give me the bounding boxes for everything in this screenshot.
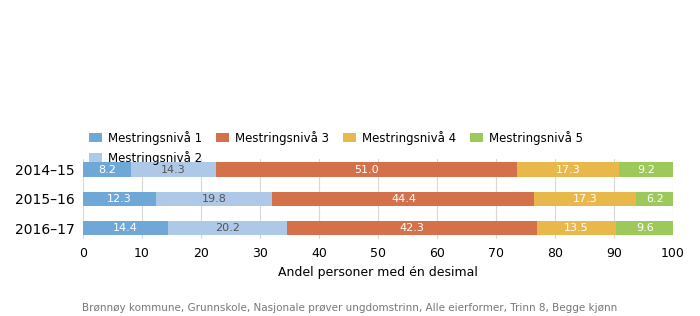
Text: 19.8: 19.8 [202,194,227,204]
Text: 42.3: 42.3 [400,223,424,233]
Text: 14.4: 14.4 [113,223,138,233]
Bar [83,162,132,177]
Text: 17.3: 17.3 [555,165,580,175]
Bar [636,191,673,206]
Bar [272,191,534,206]
Bar [517,162,619,177]
Text: 9.6: 9.6 [636,223,654,233]
Bar [617,221,673,235]
Bar [537,221,617,235]
Bar [83,221,168,235]
Text: 17.3: 17.3 [573,194,598,204]
Bar [168,221,287,235]
Text: Brønnøy kommune, Grunnskole, Nasjonale prøver ungdomstrinn, Alle eierformer, Tri: Brønnøy kommune, Grunnskole, Nasjonale p… [83,303,617,313]
Bar [155,191,272,206]
Text: 51.0: 51.0 [354,165,379,175]
Bar [216,162,517,177]
Text: 20.2: 20.2 [215,223,240,233]
Text: 12.3: 12.3 [107,194,132,204]
Text: 6.2: 6.2 [646,194,664,204]
Text: 14.3: 14.3 [161,165,186,175]
Bar [619,162,673,177]
Bar [83,191,155,206]
Text: 8.2: 8.2 [98,165,116,175]
Text: 13.5: 13.5 [564,223,589,233]
Text: 44.4: 44.4 [391,194,416,204]
X-axis label: Andel personer med én desimal: Andel personer med én desimal [278,266,478,279]
Bar [132,162,216,177]
Bar [287,221,537,235]
Legend: Mestringsnivå 1, Mestringsnivå 2, Mestringsnivå 3, Mestringsnivå 4, Mestringsniv: Mestringsnivå 1, Mestringsnivå 2, Mestri… [89,131,583,165]
Text: 9.2: 9.2 [637,165,655,175]
Bar [534,191,636,206]
